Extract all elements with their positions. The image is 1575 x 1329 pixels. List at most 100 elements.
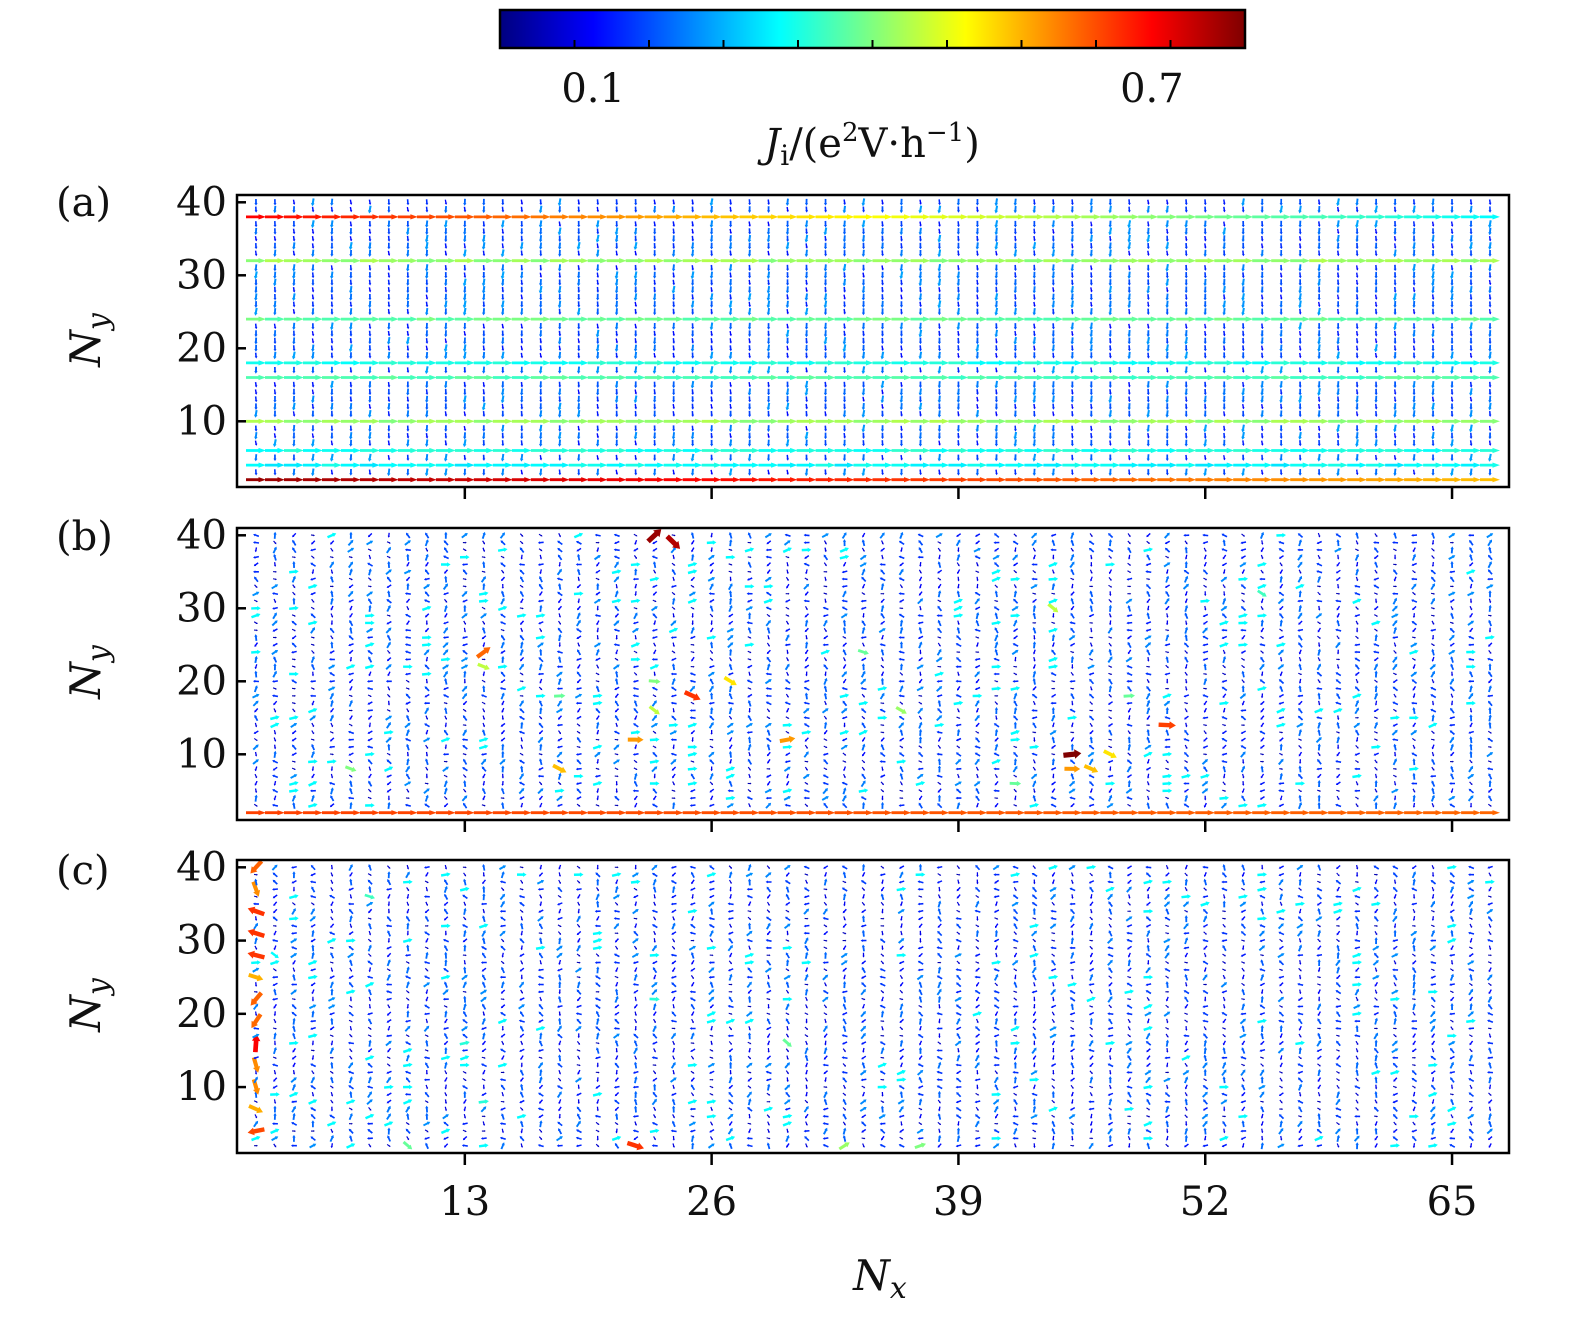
quiver-arrow xyxy=(796,360,817,366)
quiver-arrow xyxy=(1469,199,1473,206)
quiver-arrow xyxy=(1089,605,1093,612)
quiver-arrow xyxy=(935,657,943,663)
quiver-arrow xyxy=(406,242,410,250)
quiver-arrow xyxy=(511,418,532,424)
quiver-arrow xyxy=(614,278,619,287)
quiver-arrow xyxy=(1128,455,1131,461)
quiver-arrow xyxy=(501,308,505,316)
quiver-arrow xyxy=(530,462,551,468)
quiver-arrow xyxy=(1146,729,1150,736)
quiver-arrow xyxy=(1222,279,1226,287)
quiver-arrow xyxy=(349,425,353,432)
quiver-arrow xyxy=(1393,642,1397,647)
quiver-arrow xyxy=(644,418,665,424)
quiver-arrow xyxy=(538,424,543,433)
quiver-arrow xyxy=(891,360,912,366)
quiver-arrow xyxy=(918,322,923,330)
quiver-arrow xyxy=(1241,293,1245,302)
quiver-arrow xyxy=(1488,330,1492,338)
quiver-arrow xyxy=(1488,242,1492,250)
quiver-arrow xyxy=(1100,214,1121,220)
quiver-arrow xyxy=(349,301,353,308)
quiver-arrow xyxy=(1449,642,1455,647)
quiver-arrow xyxy=(614,271,619,280)
quiver-arrow xyxy=(881,454,884,461)
quiver-arrow xyxy=(1052,722,1055,728)
quiver-arrow xyxy=(595,708,601,714)
quiver-arrow xyxy=(1184,432,1188,439)
quiver-arrow xyxy=(1051,395,1055,404)
quiver-arrow xyxy=(899,685,904,693)
quiver-arrow xyxy=(862,264,866,272)
quiver-arrow xyxy=(500,468,505,477)
quiver-arrow xyxy=(482,389,486,395)
quiver-arrow xyxy=(929,214,950,220)
quiver-arrow xyxy=(929,374,950,381)
quiver-arrow xyxy=(682,258,703,264)
quiver-arrow xyxy=(1242,404,1245,410)
quiver-arrow xyxy=(1223,411,1226,417)
quiver-arrow xyxy=(440,657,451,662)
quiver-arrow xyxy=(1119,374,1140,381)
quiver-arrow xyxy=(568,418,589,424)
quiver-arrow xyxy=(709,678,714,685)
quiver-arrow xyxy=(386,584,392,588)
quiver-arrow xyxy=(956,716,961,719)
quiver-arrow xyxy=(822,781,829,786)
quiver-arrow xyxy=(359,214,380,220)
quiver-arrow xyxy=(538,767,544,771)
quiver-arrow xyxy=(670,701,677,705)
quiver-arrow xyxy=(634,308,638,315)
quiver-arrow xyxy=(1089,722,1093,727)
quiver-arrow xyxy=(1374,205,1378,214)
quiver-arrow xyxy=(880,752,886,757)
quiver-arrow xyxy=(900,619,904,627)
quiver-arrow xyxy=(1013,431,1018,440)
quiver-arrow xyxy=(349,293,353,301)
quiver-arrow xyxy=(387,330,391,337)
quiver-arrow xyxy=(1109,345,1112,352)
quiver-arrow xyxy=(1374,716,1378,719)
quiver-arrow xyxy=(1024,316,1045,322)
quiver-arrow xyxy=(1062,374,1083,381)
quiver-arrow xyxy=(956,271,961,280)
quiver-arrow xyxy=(1423,477,1443,483)
quiver-arrow xyxy=(538,468,543,477)
quiver-arrow xyxy=(463,670,467,678)
quiver-arrow xyxy=(596,795,599,801)
quiver-arrow xyxy=(652,591,658,596)
quiver-arrow xyxy=(1279,308,1283,316)
quiver-arrow xyxy=(672,381,676,389)
quiver-arrow xyxy=(1394,781,1397,786)
quiver-arrow xyxy=(1298,729,1302,737)
quiver-arrow xyxy=(1164,716,1171,720)
quiver-arrow xyxy=(416,214,437,220)
y-axis-label: Ny xyxy=(61,312,116,368)
quiver-arrow xyxy=(368,228,372,235)
quiver-arrow xyxy=(1165,264,1169,272)
quiver-arrow xyxy=(368,656,373,663)
quiver-arrow xyxy=(254,714,259,722)
quiver-arrow xyxy=(292,271,296,280)
quiver-arrow xyxy=(839,729,850,735)
quiver-arrow xyxy=(499,759,506,765)
quiver-arrow xyxy=(1328,214,1349,220)
quiver-arrow xyxy=(1374,330,1378,337)
quiver-arrow xyxy=(349,620,354,627)
quiver-arrow xyxy=(937,605,943,612)
quiver-arrow xyxy=(500,671,506,678)
quiver-arrow xyxy=(842,642,847,647)
quiver-arrow xyxy=(1279,250,1283,257)
quiver-arrow xyxy=(444,707,448,714)
quiver-arrow xyxy=(804,803,809,807)
quiver-arrow xyxy=(1051,758,1056,766)
quiver-arrow xyxy=(329,650,335,654)
quiver-arrow xyxy=(1450,351,1454,360)
quiver-arrow xyxy=(349,686,353,691)
quiver-arrow xyxy=(1013,228,1017,235)
quiver-arrow xyxy=(284,477,304,483)
quiver-arrow xyxy=(644,810,665,816)
quiver-arrow xyxy=(406,620,410,626)
quiver-arrow xyxy=(366,591,373,597)
quiver-arrow xyxy=(948,447,969,454)
